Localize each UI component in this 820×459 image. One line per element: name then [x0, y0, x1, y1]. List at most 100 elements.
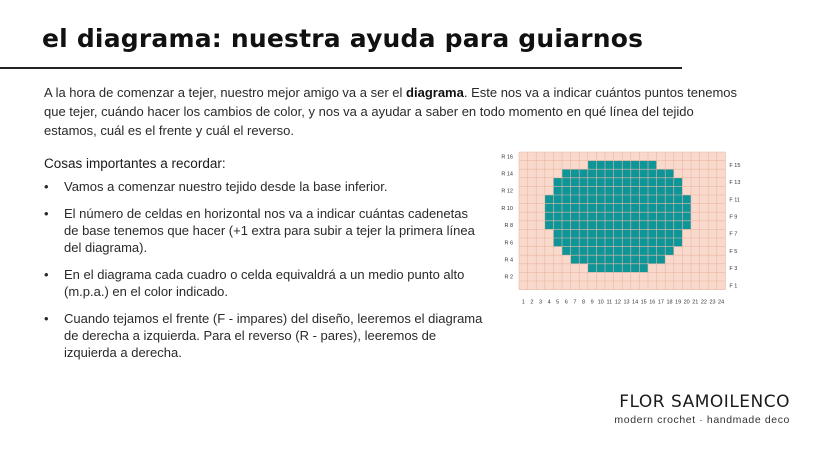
row-label-reverse: R 8 — [504, 223, 513, 229]
filled-cell — [613, 212, 623, 221]
brand-name: FLOR SAMOILENCO — [619, 392, 790, 412]
filled-cell — [630, 255, 640, 264]
filled-cell — [553, 195, 562, 204]
filled-cell — [596, 238, 605, 247]
brand-block: FLOR SAMOILENCO modern crochet · handmad… — [614, 392, 790, 426]
filled-cell — [562, 169, 571, 178]
filled-cell — [587, 186, 597, 195]
filled-cell — [648, 160, 657, 170]
filled-cell — [622, 238, 631, 247]
filled-cell — [587, 212, 597, 221]
filled-cell — [562, 195, 571, 204]
filled-cell — [673, 203, 683, 213]
filled-cell — [673, 220, 683, 230]
filled-cell — [562, 212, 571, 221]
row-label-reverse: R 4 — [504, 258, 513, 264]
list-item: • En el diagrama cada cuadro o celda equi… — [44, 266, 484, 300]
x-tick-label: 10 — [598, 300, 604, 306]
filled-cell — [630, 177, 640, 187]
filled-cell — [682, 212, 691, 221]
intro-paragraph: A la hora de comenzar a tejer, nuestro m… — [44, 83, 744, 140]
filled-cell — [587, 255, 597, 264]
row-label-reverse: R 14 — [501, 172, 513, 178]
filled-cell — [587, 195, 597, 204]
row-label-reverse: R 2 — [504, 275, 513, 281]
filled-cell — [605, 238, 614, 247]
filled-cell — [544, 212, 554, 221]
filled-cell — [613, 177, 623, 187]
filled-cell — [613, 263, 623, 273]
filled-cell — [613, 203, 623, 213]
filled-cell — [613, 220, 623, 230]
list-item-text: En el diagrama cada cuadro o celda equiv… — [64, 267, 465, 299]
filled-cell — [639, 220, 648, 230]
filled-cell — [544, 203, 554, 213]
filled-cell — [596, 246, 605, 256]
filled-cell — [622, 246, 631, 256]
filled-cell — [639, 255, 648, 264]
filled-cell — [630, 212, 640, 221]
row-label-front: F 13 — [729, 180, 740, 186]
x-tick-label: 7 — [573, 300, 576, 306]
filled-cell — [656, 186, 666, 195]
filled-cell — [622, 263, 631, 273]
filled-cell — [613, 186, 623, 195]
filled-cell — [648, 212, 657, 221]
crochet-chart: 1 2 3 4 5 6 7 8 9 10 11 12 13 14 15 16 17 18 19 20 21 22 23 24R… — [501, 151, 740, 306]
filled-cell — [630, 246, 640, 256]
filled-cell — [570, 255, 580, 264]
filled-cell — [622, 203, 631, 213]
filled-cell — [570, 203, 580, 213]
reminders-list: • Vamos a comenzar nuestro tejido desde l… — [44, 178, 484, 371]
filled-cell — [596, 229, 605, 238]
filled-cell — [562, 177, 571, 187]
filled-cell — [682, 220, 691, 230]
filled-cell — [639, 263, 648, 273]
filled-cell — [596, 212, 605, 221]
filled-cell — [639, 169, 648, 178]
filled-cell — [656, 203, 666, 213]
filled-cell — [587, 220, 597, 230]
filled-cell — [579, 255, 588, 264]
x-tick-label: 18 — [666, 300, 672, 306]
filled-cell — [587, 263, 597, 273]
x-tick-label: 24 — [718, 300, 724, 306]
filled-cell — [622, 177, 631, 187]
brand-tagline: modern crochet · handmade deco — [614, 414, 790, 426]
row-label-front: F 3 — [729, 266, 737, 272]
filled-cell — [630, 263, 640, 273]
filled-cell — [587, 246, 597, 256]
filled-cell — [562, 220, 571, 230]
row-label-reverse: R 6 — [504, 240, 513, 246]
filled-cell — [562, 229, 571, 238]
filled-cell — [587, 229, 597, 238]
filled-cell — [630, 238, 640, 247]
filled-cell — [639, 238, 648, 247]
filled-cell — [622, 186, 631, 195]
filled-cell — [553, 229, 562, 238]
x-tick-label: 15 — [641, 300, 647, 306]
filled-cell — [622, 195, 631, 204]
filled-cell — [605, 229, 614, 238]
bullet-icon: • — [44, 206, 49, 221]
filled-cell — [622, 169, 631, 178]
filled-cell — [665, 203, 674, 213]
filled-cell — [613, 160, 623, 170]
filled-cell — [665, 238, 674, 247]
filled-cell — [656, 238, 666, 247]
row-label-front: F 7 — [729, 232, 737, 238]
filled-cell — [639, 195, 648, 204]
filled-cell — [673, 186, 683, 195]
filled-cell — [622, 212, 631, 221]
filled-cell — [605, 186, 614, 195]
x-tick-label: 5 — [556, 300, 559, 306]
filled-cell — [656, 195, 666, 204]
x-tick-label: 12 — [615, 300, 621, 306]
filled-cell — [682, 195, 691, 204]
filled-cell — [596, 263, 605, 273]
filled-cell — [613, 238, 623, 247]
filled-cell — [553, 177, 562, 187]
filled-cell — [639, 186, 648, 195]
filled-cell — [613, 229, 623, 238]
filled-cell — [622, 255, 631, 264]
